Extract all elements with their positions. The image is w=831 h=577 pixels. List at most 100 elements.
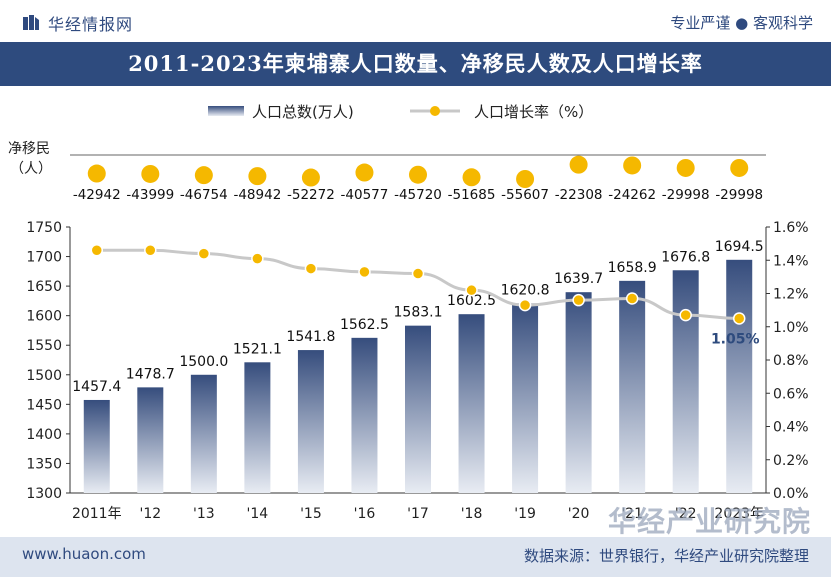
top-bar: 华经情报网 专业严谨 ● 客观科学 bbox=[0, 0, 831, 40]
right-axis-tick-label: 1.4% bbox=[773, 253, 809, 269]
population-bar bbox=[351, 337, 378, 493]
right-axis-tick-label: 0.8% bbox=[773, 353, 809, 369]
population-bar bbox=[137, 387, 164, 493]
right-axis-tick-label: 0.0% bbox=[773, 486, 809, 502]
x-axis-tick-label: '18 bbox=[461, 506, 483, 522]
migration-dot bbox=[516, 170, 535, 188]
population-data-label: 1639.7 bbox=[554, 271, 603, 287]
migration-data-label: -29998 bbox=[662, 187, 710, 203]
footer-source: 数据来源：世界银行，华经产业研究院整理 bbox=[523, 547, 809, 565]
migration-data-label: -46754 bbox=[180, 187, 228, 203]
migration-data-label: -43999 bbox=[126, 187, 174, 203]
x-axis-tick-label: '22 bbox=[675, 506, 697, 522]
migration-data-label: -51685 bbox=[448, 187, 496, 203]
migration-dot bbox=[569, 155, 588, 174]
x-axis-tick-label: '14 bbox=[247, 506, 269, 522]
left-axis-tick-label: 1550 bbox=[26, 338, 62, 354]
population-data-label: 1583.1 bbox=[394, 305, 443, 321]
population-data-label: 1521.1 bbox=[233, 341, 282, 357]
growth-point bbox=[411, 267, 425, 280]
migration-axis-unit: （人） bbox=[10, 161, 52, 177]
legend-swatch-bar bbox=[208, 106, 244, 116]
population-bar bbox=[565, 292, 592, 493]
migration-dot bbox=[87, 164, 106, 183]
migration-dot bbox=[409, 165, 427, 184]
left-axis-tick-label: 1750 bbox=[26, 220, 62, 236]
left-axis-tick-label: 1400 bbox=[26, 427, 62, 443]
migration-data-label: -40577 bbox=[341, 187, 389, 203]
growth-point bbox=[251, 252, 264, 265]
left-axis-tick-label: 1300 bbox=[26, 486, 62, 502]
migration-data-label: -22308 bbox=[555, 187, 603, 203]
migration-data-label: -52272 bbox=[287, 187, 335, 203]
legend-label-bar: 人口总数(万人) bbox=[252, 103, 354, 121]
left-axis-tick-label: 1500 bbox=[26, 368, 62, 384]
growth-point bbox=[465, 283, 478, 297]
x-axis-tick-label: '20 bbox=[568, 506, 590, 522]
legend-swatch-line-marker bbox=[430, 106, 440, 116]
left-axis-tick-label: 1650 bbox=[26, 279, 62, 295]
x-axis-tick-label: 2023年 bbox=[714, 506, 764, 522]
population-data-label: 1694.5 bbox=[715, 239, 764, 255]
population-bar bbox=[619, 280, 646, 493]
x-axis-tick-label: '21 bbox=[621, 506, 643, 522]
legend: 人口总数(万人) 人口增长率（%） bbox=[208, 103, 593, 121]
migration-row: -42942 -43999 -46754 -48942 -52272 -40577 -457… bbox=[8, 141, 766, 203]
x-axis-tick-label: '12 bbox=[139, 506, 161, 522]
left-axis-tick-label: 1600 bbox=[26, 309, 62, 325]
population-bar bbox=[512, 303, 539, 493]
legend-label-line: 人口增长率（%） bbox=[474, 103, 593, 121]
right-axis-tick-label: 1.2% bbox=[773, 287, 809, 303]
migration-dot bbox=[623, 156, 642, 175]
population-data-label: 1658.9 bbox=[608, 260, 657, 276]
population-bar bbox=[405, 325, 431, 493]
population-data-label: 1676.8 bbox=[661, 249, 710, 265]
migration-data-label: -42942 bbox=[73, 187, 121, 203]
growth-point bbox=[90, 244, 104, 257]
footer-site[interactable]: www.huaon.com bbox=[22, 545, 146, 563]
brand-name: 华经情报网 bbox=[48, 15, 134, 34]
population-data-label: 1500.0 bbox=[179, 354, 228, 370]
migration-data-label: -45720 bbox=[394, 187, 442, 203]
left-axis-tick-label: 1350 bbox=[26, 456, 62, 472]
slogan: 专业严谨 ● 客观科学 bbox=[670, 14, 813, 32]
right-axis-tick-label: 1.0% bbox=[773, 320, 809, 336]
growth-point bbox=[144, 244, 157, 257]
migration-data-label: -24262 bbox=[608, 187, 656, 203]
growth-point bbox=[625, 292, 639, 305]
chart: 人口总数(万人) 人口增长率（%） -42942 -43999 -46754 -4894… bbox=[8, 103, 809, 522]
migration-data-label: -48942 bbox=[233, 187, 281, 203]
right-axis-tick-label: 0.6% bbox=[773, 386, 809, 402]
migration-dot bbox=[248, 167, 267, 186]
population-bar bbox=[244, 362, 271, 493]
growth-point bbox=[679, 308, 692, 322]
population-data-label: 1620.8 bbox=[501, 282, 550, 298]
brand: 华经情报网 bbox=[22, 11, 133, 35]
huajing-logo-icon bbox=[23, 15, 39, 30]
watermark: 华经产业研究院 bbox=[608, 505, 812, 538]
migration-dot bbox=[676, 158, 695, 177]
migration-dot bbox=[730, 158, 749, 177]
population-bar bbox=[458, 314, 485, 493]
growth-point bbox=[572, 293, 585, 307]
left-axis-tick-label: 1450 bbox=[26, 397, 62, 413]
population-data-label: 1541.8 bbox=[286, 329, 335, 345]
growth-line-series: 1.05% bbox=[90, 244, 760, 347]
migration-data-label: -29998 bbox=[715, 187, 763, 203]
footer: www.huaon.com 数据来源：世界银行，华经产业研究院整理 bbox=[0, 537, 831, 577]
migration-dot bbox=[301, 168, 320, 187]
population-bar bbox=[190, 374, 217, 493]
population-bar bbox=[672, 270, 699, 493]
x-axis-tick-label: 2011年 bbox=[72, 506, 122, 522]
growth-point bbox=[197, 247, 211, 260]
x-axis-tick-label: '17 bbox=[407, 506, 429, 522]
right-axis-tick-label: 0.4% bbox=[773, 420, 809, 436]
growth-point bbox=[732, 312, 746, 325]
chart-title: 2011-2023年柬埔寨人口数量、净移民人数及人口增长率 bbox=[0, 42, 831, 86]
x-axis-tick-label: '19 bbox=[514, 506, 536, 522]
axes: 1300 1350 1400 1450 1500 1550 1600 1650 1700 1750… bbox=[26, 220, 808, 522]
growth-point bbox=[358, 265, 371, 279]
population-bar bbox=[726, 259, 753, 493]
population-data-label: 1602.5 bbox=[447, 293, 496, 309]
